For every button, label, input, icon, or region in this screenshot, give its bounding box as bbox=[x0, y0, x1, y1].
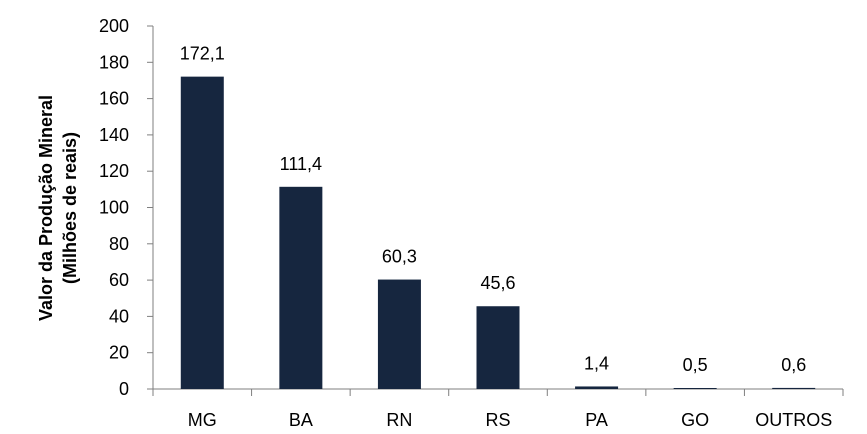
data-label-rn: 60,3 bbox=[382, 247, 417, 267]
bars bbox=[180, 76, 816, 390]
y-tick-label: 160 bbox=[99, 89, 129, 109]
category-label-mg: MG bbox=[188, 410, 217, 430]
y-tick-label: 120 bbox=[99, 161, 129, 181]
data-label-mg: 172,1 bbox=[180, 44, 225, 64]
y-tick-label: 80 bbox=[109, 234, 129, 254]
y-axis-title-line-2: (Milhões de reais) bbox=[60, 132, 80, 284]
data-label-go: 0,5 bbox=[683, 355, 708, 375]
y-tick-label: 180 bbox=[99, 52, 129, 72]
y-tick-label: 40 bbox=[109, 306, 129, 326]
bar-rn bbox=[377, 279, 421, 389]
bar-rs bbox=[476, 306, 520, 389]
bar-pa bbox=[575, 386, 619, 389]
data-label-ba: 111,4 bbox=[280, 154, 322, 174]
category-label-rn: RN bbox=[386, 410, 412, 430]
data-label-outros: 0,6 bbox=[781, 355, 806, 375]
data-label-rs: 45,6 bbox=[480, 273, 515, 293]
y-tick-label: 0 bbox=[119, 379, 129, 399]
category-label-outros: OUTROS bbox=[755, 410, 832, 430]
y-tick-label: 200 bbox=[99, 16, 129, 36]
y-axis-title: Valor da Produção Mineral (Milhões de re… bbox=[36, 95, 80, 321]
y-tick-label: 140 bbox=[99, 125, 129, 145]
category-label-ba: BA bbox=[289, 410, 313, 430]
y-axis: 0 20 40 60 80 100 120 140 160 180 200 bbox=[99, 16, 154, 399]
category-label-go: GO bbox=[681, 410, 709, 430]
data-labels: 172,1 111,4 60,3 45,6 1,4 0,5 0,6 bbox=[180, 44, 806, 375]
y-tick-label: 20 bbox=[109, 343, 129, 363]
y-tick-label: 60 bbox=[109, 270, 129, 290]
category-label-pa: PA bbox=[585, 410, 608, 430]
y-axis-title-line-1: Valor da Produção Mineral bbox=[36, 95, 56, 321]
data-label-pa: 1,4 bbox=[584, 353, 609, 373]
category-label-rs: RS bbox=[485, 410, 510, 430]
y-tick-label: 100 bbox=[99, 198, 129, 218]
bar-mg bbox=[180, 76, 224, 390]
bar-ba bbox=[279, 186, 323, 389]
category-labels: MG BA RN RS PA GO OUTROS bbox=[188, 410, 832, 430]
bar-outros bbox=[772, 387, 816, 389]
x-axis bbox=[152, 388, 844, 396]
bar-go bbox=[673, 388, 717, 389]
